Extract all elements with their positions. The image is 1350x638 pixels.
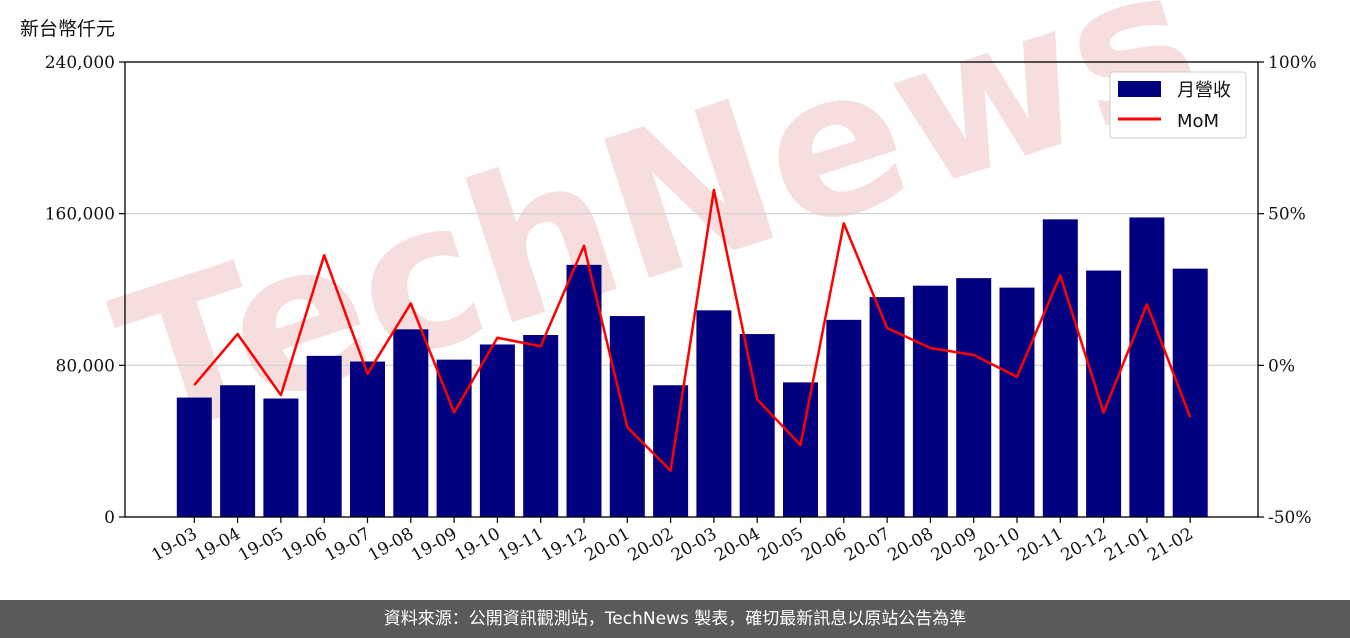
bar-19-04 [220, 385, 256, 517]
bar-20-11 [1042, 219, 1078, 517]
bar-19-03 [176, 397, 212, 517]
legend-bar-label: 月營收 [1177, 80, 1231, 101]
legend-bar-swatch [1118, 81, 1161, 97]
left-tick-label: 240,000 [45, 53, 115, 73]
x-tick-label: 20-10 [971, 524, 1023, 566]
x-tick-label: 19-10 [451, 524, 503, 566]
x-tick-label: 20-06 [798, 524, 850, 566]
right-tick-label: 0% [1268, 356, 1295, 376]
x-tick-label: 20-12 [1058, 524, 1110, 566]
x-tick-label: 19-06 [278, 524, 330, 566]
x-tick-label: 19-05 [235, 524, 287, 566]
bar-series [176, 217, 1208, 518]
left-tick-label: 80,000 [56, 356, 115, 376]
bar-19-06 [306, 355, 342, 517]
right-tick-label: 50% [1268, 205, 1306, 225]
x-tick-label: 21-02 [1144, 524, 1196, 566]
bar-20-07 [869, 297, 905, 517]
x-tick-label: 19-12 [538, 524, 590, 566]
bar-20-03 [696, 310, 732, 517]
bar-20-09 [956, 278, 992, 517]
x-tick-label: 19-08 [365, 524, 417, 566]
left-tick-label: 160,000 [45, 205, 115, 225]
bar-20-10 [999, 287, 1035, 517]
plot-frame [124, 61, 1259, 518]
source-footer: 資料來源：公開資訊觀測站，TechNews 製表，確切最新訊息以原站公告為準 [0, 600, 1350, 638]
legend: 月營收 MoM [1109, 71, 1247, 139]
bar-19-10 [479, 344, 515, 517]
x-tick-label: 20-05 [755, 524, 807, 566]
bar-19-07 [350, 361, 385, 517]
x-tick-label: 19-04 [192, 524, 244, 566]
bar-20-02 [653, 385, 689, 517]
bar-20-12 [1086, 270, 1122, 517]
right-axis: -50% 0% 50% 100% [1258, 53, 1317, 528]
bar-21-02 [1172, 268, 1208, 517]
bar-21-01 [1129, 217, 1165, 518]
x-tick-label: 19-03 [148, 524, 200, 566]
bar-20-04 [739, 334, 775, 517]
right-tick-label: 100% [1268, 53, 1317, 73]
x-tick-label: 20-01 [581, 524, 633, 566]
x-tick-label: 20-04 [711, 524, 763, 566]
x-tick-label: 20-09 [928, 524, 980, 566]
right-tick-label: -50% [1268, 508, 1312, 528]
y-axis-title: 新台幣仟元 [20, 18, 116, 40]
line-series [193, 188, 1192, 472]
bar-20-01 [609, 316, 645, 517]
x-tick-label: 20-11 [1014, 524, 1066, 566]
x-tick-label: 20-03 [668, 524, 720, 566]
bar-19-12 [566, 264, 602, 517]
bar-20-06 [826, 319, 862, 517]
bar-20-05 [783, 382, 818, 517]
left-axis: 0 80,000 160,000 240,000 [45, 53, 125, 528]
legend-line-label: MoM [1177, 111, 1219, 132]
bar-19-08 [393, 329, 429, 517]
x-tick-label: 19-11 [495, 524, 547, 566]
x-axis: 19-0319-0419-0519-0619-0719-0819-0919-10… [148, 517, 1197, 566]
x-tick-label: 20-08 [884, 524, 936, 566]
bar-20-08 [912, 285, 948, 517]
x-tick-label: 21-01 [1101, 524, 1153, 566]
bar-19-05 [263, 398, 299, 517]
x-tick-label: 19-09 [408, 524, 460, 566]
mom-line [193, 188, 1192, 472]
left-tick-label: 0 [104, 508, 115, 528]
x-tick-label: 20-07 [841, 524, 893, 566]
x-tick-label: 19-07 [322, 524, 374, 566]
x-tick-label: 20-02 [625, 524, 677, 566]
bar-19-11 [523, 335, 559, 517]
